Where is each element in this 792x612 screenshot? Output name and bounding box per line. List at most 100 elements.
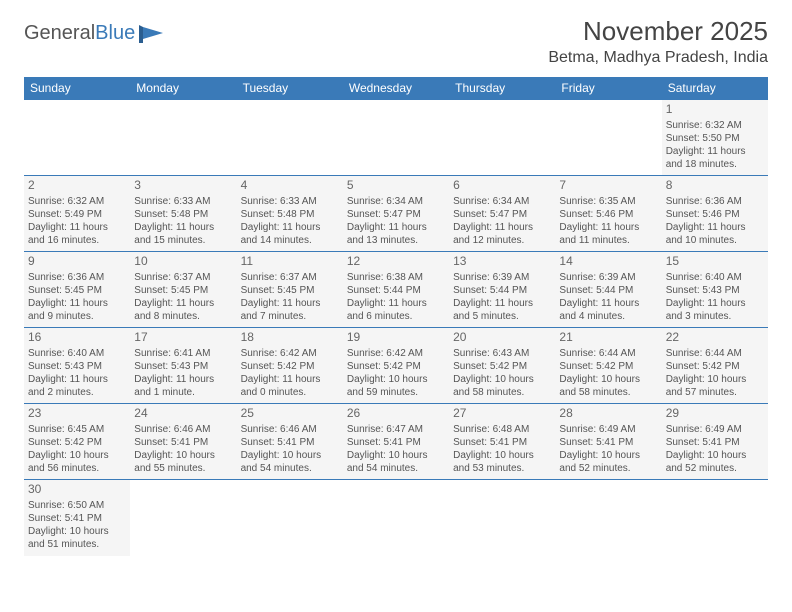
day-number: 7 xyxy=(559,178,657,194)
logo-blue: Blue xyxy=(95,22,135,44)
day-number: 6 xyxy=(453,178,551,194)
sunset-line: Sunset: 5:42 PM xyxy=(241,360,339,373)
sunset-line: Sunset: 5:42 PM xyxy=(559,360,657,373)
sunset-line: Sunset: 5:49 PM xyxy=(28,208,126,221)
calendar-cell xyxy=(449,480,555,556)
calendar-cell: 1Sunrise: 6:32 AMSunset: 5:50 PMDaylight… xyxy=(662,100,768,176)
sunset-line: Sunset: 5:42 PM xyxy=(28,436,126,449)
sunrise-line: Sunrise: 6:39 AM xyxy=(559,271,657,284)
sunset-line: Sunset: 5:42 PM xyxy=(453,360,551,373)
calendar-cell: 2Sunrise: 6:32 AMSunset: 5:49 PMDaylight… xyxy=(24,176,130,252)
day-number: 15 xyxy=(666,254,764,270)
sunset-line: Sunset: 5:41 PM xyxy=(28,512,126,525)
daylight-line: Daylight: 11 hours and 18 minutes. xyxy=(666,145,764,171)
day-number: 25 xyxy=(241,406,339,422)
daylight-line: Daylight: 10 hours and 53 minutes. xyxy=(453,449,551,475)
daylight-line: Daylight: 11 hours and 8 minutes. xyxy=(134,297,232,323)
day-number: 17 xyxy=(134,330,232,346)
calendar-header-row: SundayMondayTuesdayWednesdayThursdayFrid… xyxy=(24,77,768,100)
day-number: 20 xyxy=(453,330,551,346)
calendar-cell: 7Sunrise: 6:35 AMSunset: 5:46 PMDaylight… xyxy=(555,176,661,252)
sunrise-line: Sunrise: 6:32 AM xyxy=(28,195,126,208)
calendar-cell xyxy=(662,480,768,556)
sunset-line: Sunset: 5:41 PM xyxy=(134,436,232,449)
sunrise-line: Sunrise: 6:36 AM xyxy=(666,195,764,208)
day-number: 22 xyxy=(666,330,764,346)
sunrise-line: Sunrise: 6:45 AM xyxy=(28,423,126,436)
calendar-cell xyxy=(237,480,343,556)
daylight-line: Daylight: 10 hours and 57 minutes. xyxy=(666,373,764,399)
day-number: 9 xyxy=(28,254,126,270)
daylight-line: Daylight: 11 hours and 5 minutes. xyxy=(453,297,551,323)
day-number: 8 xyxy=(666,178,764,194)
daylight-line: Daylight: 10 hours and 59 minutes. xyxy=(347,373,445,399)
calendar-cell: 29Sunrise: 6:49 AMSunset: 5:41 PMDayligh… xyxy=(662,404,768,480)
sunrise-line: Sunrise: 6:33 AM xyxy=(241,195,339,208)
daylight-line: Daylight: 11 hours and 6 minutes. xyxy=(347,297,445,323)
day-number: 5 xyxy=(347,178,445,194)
calendar-cell xyxy=(130,480,236,556)
daylight-line: Daylight: 10 hours and 54 minutes. xyxy=(347,449,445,475)
sunrise-line: Sunrise: 6:40 AM xyxy=(28,347,126,360)
day-number: 12 xyxy=(347,254,445,270)
calendar-cell: 6Sunrise: 6:34 AMSunset: 5:47 PMDaylight… xyxy=(449,176,555,252)
day-number: 29 xyxy=(666,406,764,422)
sunset-line: Sunset: 5:47 PM xyxy=(453,208,551,221)
calendar-cell: 16Sunrise: 6:40 AMSunset: 5:43 PMDayligh… xyxy=(24,328,130,404)
calendar-cell: 10Sunrise: 6:37 AMSunset: 5:45 PMDayligh… xyxy=(130,252,236,328)
sunrise-line: Sunrise: 6:39 AM xyxy=(453,271,551,284)
calendar-cell: 4Sunrise: 6:33 AMSunset: 5:48 PMDaylight… xyxy=(237,176,343,252)
day-number: 4 xyxy=(241,178,339,194)
calendar-cell: 13Sunrise: 6:39 AMSunset: 5:44 PMDayligh… xyxy=(449,252,555,328)
daylight-line: Daylight: 10 hours and 52 minutes. xyxy=(666,449,764,475)
sunrise-line: Sunrise: 6:36 AM xyxy=(28,271,126,284)
sunset-line: Sunset: 5:46 PM xyxy=(559,208,657,221)
sunset-line: Sunset: 5:41 PM xyxy=(453,436,551,449)
sunset-line: Sunset: 5:47 PM xyxy=(347,208,445,221)
calendar-cell: 22Sunrise: 6:44 AMSunset: 5:42 PMDayligh… xyxy=(662,328,768,404)
day-number: 19 xyxy=(347,330,445,346)
calendar-cell: 18Sunrise: 6:42 AMSunset: 5:42 PMDayligh… xyxy=(237,328,343,404)
daylight-line: Daylight: 10 hours and 51 minutes. xyxy=(28,525,126,551)
calendar-cell: 15Sunrise: 6:40 AMSunset: 5:43 PMDayligh… xyxy=(662,252,768,328)
sunset-line: Sunset: 5:43 PM xyxy=(666,284,764,297)
calendar-cell xyxy=(237,100,343,176)
sunset-line: Sunset: 5:50 PM xyxy=(666,132,764,145)
day-number: 13 xyxy=(453,254,551,270)
location: Betma, Madhya Pradesh, India xyxy=(548,49,768,67)
weekday-header: Tuesday xyxy=(237,77,343,100)
calendar-cell: 28Sunrise: 6:49 AMSunset: 5:41 PMDayligh… xyxy=(555,404,661,480)
daylight-line: Daylight: 10 hours and 56 minutes. xyxy=(28,449,126,475)
flag-icon xyxy=(139,25,165,43)
sunset-line: Sunset: 5:41 PM xyxy=(347,436,445,449)
sunrise-line: Sunrise: 6:46 AM xyxy=(134,423,232,436)
calendar-cell: 3Sunrise: 6:33 AMSunset: 5:48 PMDaylight… xyxy=(130,176,236,252)
calendar-cell: 26Sunrise: 6:47 AMSunset: 5:41 PMDayligh… xyxy=(343,404,449,480)
sunset-line: Sunset: 5:44 PM xyxy=(559,284,657,297)
sunrise-line: Sunrise: 6:48 AM xyxy=(453,423,551,436)
calendar-cell: 30Sunrise: 6:50 AMSunset: 5:41 PMDayligh… xyxy=(24,480,130,556)
calendar-cell xyxy=(555,480,661,556)
daylight-line: Daylight: 10 hours and 54 minutes. xyxy=(241,449,339,475)
sunrise-line: Sunrise: 6:44 AM xyxy=(666,347,764,360)
calendar-cell: 27Sunrise: 6:48 AMSunset: 5:41 PMDayligh… xyxy=(449,404,555,480)
daylight-line: Daylight: 11 hours and 15 minutes. xyxy=(134,221,232,247)
calendar-cell: 5Sunrise: 6:34 AMSunset: 5:47 PMDaylight… xyxy=(343,176,449,252)
weekday-header: Friday xyxy=(555,77,661,100)
sunset-line: Sunset: 5:48 PM xyxy=(134,208,232,221)
weekday-header: Thursday xyxy=(449,77,555,100)
sunrise-line: Sunrise: 6:42 AM xyxy=(241,347,339,360)
daylight-line: Daylight: 10 hours and 58 minutes. xyxy=(453,373,551,399)
sunrise-line: Sunrise: 6:37 AM xyxy=(241,271,339,284)
daylight-line: Daylight: 11 hours and 14 minutes. xyxy=(241,221,339,247)
calendar-cell: 24Sunrise: 6:46 AMSunset: 5:41 PMDayligh… xyxy=(130,404,236,480)
calendar-cell: 21Sunrise: 6:44 AMSunset: 5:42 PMDayligh… xyxy=(555,328,661,404)
weekday-header: Saturday xyxy=(662,77,768,100)
daylight-line: Daylight: 11 hours and 16 minutes. xyxy=(28,221,126,247)
day-number: 21 xyxy=(559,330,657,346)
calendar-body: 1Sunrise: 6:32 AMSunset: 5:50 PMDaylight… xyxy=(24,100,768,556)
day-number: 10 xyxy=(134,254,232,270)
calendar-cell: 19Sunrise: 6:42 AMSunset: 5:42 PMDayligh… xyxy=(343,328,449,404)
sunrise-line: Sunrise: 6:42 AM xyxy=(347,347,445,360)
day-number: 23 xyxy=(28,406,126,422)
